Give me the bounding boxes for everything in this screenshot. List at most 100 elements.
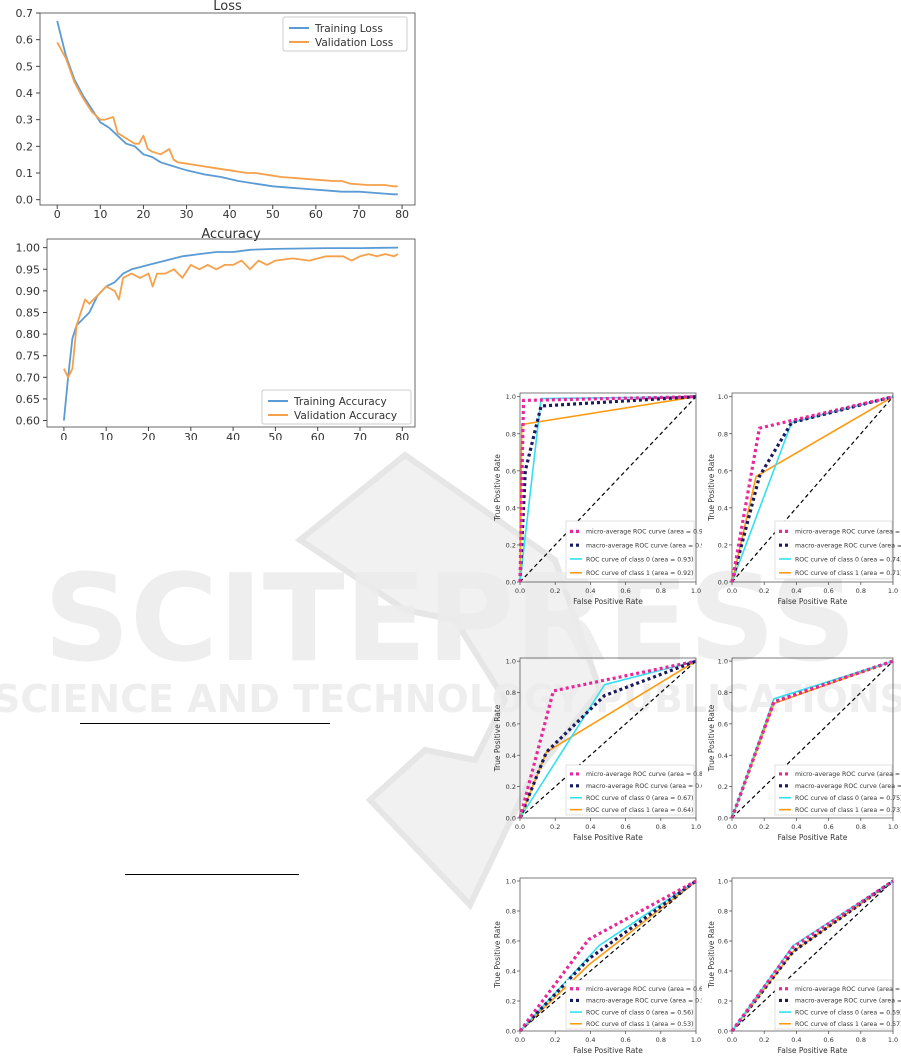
legend-label: ROC curve of class 1 (area = 0.64) [586, 807, 693, 814]
x-axis-label: False Positive Rate [778, 1046, 848, 1055]
y-axis-label: True Positive Rate [707, 921, 716, 989]
series-line-validation [56, 41, 398, 188]
x-tick-label: 1.0 [691, 823, 701, 831]
y-tick-label: 0.2 [718, 541, 728, 549]
x-tick-label: 40 [226, 431, 240, 440]
y-tick-label: 1.00 [16, 242, 41, 255]
y-tick-label: 0.2 [506, 541, 516, 549]
x-tick-label: 0.8 [856, 1036, 866, 1044]
y-tick-label: 1.0 [718, 393, 728, 401]
y-tick-label: 0.8 [718, 908, 728, 916]
y-tick-label: 0.6 [506, 467, 516, 475]
roc-curve-micro [518, 879, 697, 1032]
legend-label: micro-average ROC curve (area = 0.61) [586, 986, 702, 993]
y-tick-label: 0.0 [506, 579, 516, 587]
x-tick-label: 0.4 [585, 1036, 595, 1044]
legend-label: macro-average ROC curve (area = 0.58) [795, 998, 901, 1005]
x-tick-label: 0.6 [620, 1036, 630, 1044]
y-tick-label: 0.0 [16, 194, 34, 207]
roc-chart-5: 0.00.0 0.2 0.2 0.4 0.4 0.6 0.6 0.8 0.8 1.0 1.0 Fals… [493, 878, 702, 1056]
legend-box [774, 520, 893, 580]
x-tick-label: 0.8 [856, 823, 866, 831]
plot-frame [519, 657, 697, 819]
y-tick-label: 0.0 [718, 1028, 728, 1036]
x-tick-label: 0.0 [515, 823, 525, 831]
y-tick-label: 0.8 [506, 908, 516, 916]
y-tick-label: 0.75 [16, 350, 41, 363]
y-tick-label: 0.8 [506, 430, 516, 438]
y-tick-label: 0.4 [16, 87, 34, 100]
plot-frame [731, 877, 894, 1032]
legend-label: micro-average ROC curve (area = 0.83) [795, 529, 901, 536]
y-tick-label: 0.4 [506, 504, 516, 512]
x-tick-label: 1.0 [888, 587, 898, 595]
document-rule [125, 874, 299, 875]
legend-label: Validation Loss [315, 37, 393, 49]
roc-curve-class0 [519, 660, 697, 819]
x-axis-label: False Positive Rate [573, 597, 643, 606]
y-tick-label: 0.65 [16, 393, 41, 406]
legend-box [565, 979, 695, 1030]
legend-box [774, 764, 893, 816]
y-tick-label: 0.0 [718, 579, 728, 587]
legend-label: ROC curve of class 1 (area = 0.53) [586, 1021, 693, 1028]
x-tick-label: 10 [93, 208, 107, 221]
x-tick-label: 60 [311, 431, 325, 440]
plot-frame [519, 392, 697, 583]
y-tick-label: 0.6 [718, 720, 728, 728]
x-tick-label: 0.0 [515, 1036, 525, 1044]
roc-chart-6: 0.00.0 0.2 0.2 0.4 0.4 0.6 0.6 0.8 0.8 1.0 1.0 Fals… [707, 877, 901, 1056]
legend-label: Training Loss [314, 23, 383, 35]
x-tick-label: 0.6 [620, 587, 630, 595]
x-tick-label: 0.0 [727, 823, 737, 831]
x-tick-label: 0.4 [791, 587, 801, 595]
x-tick-label: 80 [395, 431, 409, 440]
x-tick-label: 0.4 [585, 823, 595, 831]
legend-box [774, 979, 893, 1030]
y-tick-label: 0.5 [16, 60, 34, 73]
x-tick-label: 0.8 [656, 1036, 666, 1044]
x-tick-label: 0.0 [727, 1036, 737, 1044]
legend-label: ROC curve of class 0 (area = 0.74) [795, 556, 901, 563]
y-tick-label: 0.0 [506, 1028, 516, 1036]
legend-label: micro-average ROC curve (area = 0.98) [586, 529, 702, 536]
x-axis-label: False Positive Rate [573, 1046, 643, 1055]
x-tick-label: 70 [353, 431, 367, 440]
x-tick-label: 0.0 [727, 587, 737, 595]
legend-label: ROC curve of class 1 (area = 0.92) [586, 570, 693, 577]
x-tick-label: 0.8 [656, 823, 666, 831]
legend-label: Validation Accuracy [294, 410, 397, 422]
roc-curve-macro [518, 879, 697, 1033]
plot-frame [731, 657, 894, 819]
y-tick-label: 0.4 [718, 968, 728, 976]
watermark-line1: SCITEPRESS [44, 550, 857, 689]
x-tick-label: 1.0 [888, 823, 898, 831]
y-tick-label: 0.7 [16, 7, 34, 20]
x-tick-label: 80 [395, 208, 409, 221]
x-tick-label: 0.6 [620, 823, 630, 831]
y-tick-label: 0.2 [16, 140, 34, 153]
series-line-validation [63, 253, 399, 379]
y-tick-label: 0.90 [16, 285, 41, 298]
legend-label: macro-average ROC curve (area = 0.74) [795, 783, 901, 790]
plot-frame [731, 392, 894, 583]
y-tick-label: 0.6 [16, 34, 34, 47]
x-tick-label: 0.0 [515, 587, 525, 595]
legend-label: macro-average ROC curve (area = 0.54) [586, 998, 702, 1005]
legend-label: ROC curve of class 0 (area = 0.56) [586, 1009, 693, 1016]
y-tick-label: 0.4 [506, 968, 516, 976]
legend-box [565, 520, 695, 580]
x-tick-label: 20 [142, 431, 156, 440]
y-axis-label: True Positive Rate [493, 921, 502, 989]
x-tick-label: 0.6 [823, 587, 833, 595]
x-tick-label: 60 [309, 208, 323, 221]
plot-frame [46, 238, 416, 428]
y-tick-label: 0.95 [16, 263, 41, 276]
legend-label: micro-average ROC curve (area = 0.57) [795, 986, 901, 993]
legend-label: micro-average ROC curve (area = 0.74) [795, 771, 901, 778]
legend-label: ROC curve of class 0 (area = 0.75) [795, 795, 901, 802]
y-tick-label: 0.8 [718, 689, 728, 697]
x-axis-label: False Positive Rate [778, 833, 848, 842]
y-tick-label: 0.8 [718, 430, 728, 438]
y-tick-label: 0.4 [718, 752, 728, 760]
